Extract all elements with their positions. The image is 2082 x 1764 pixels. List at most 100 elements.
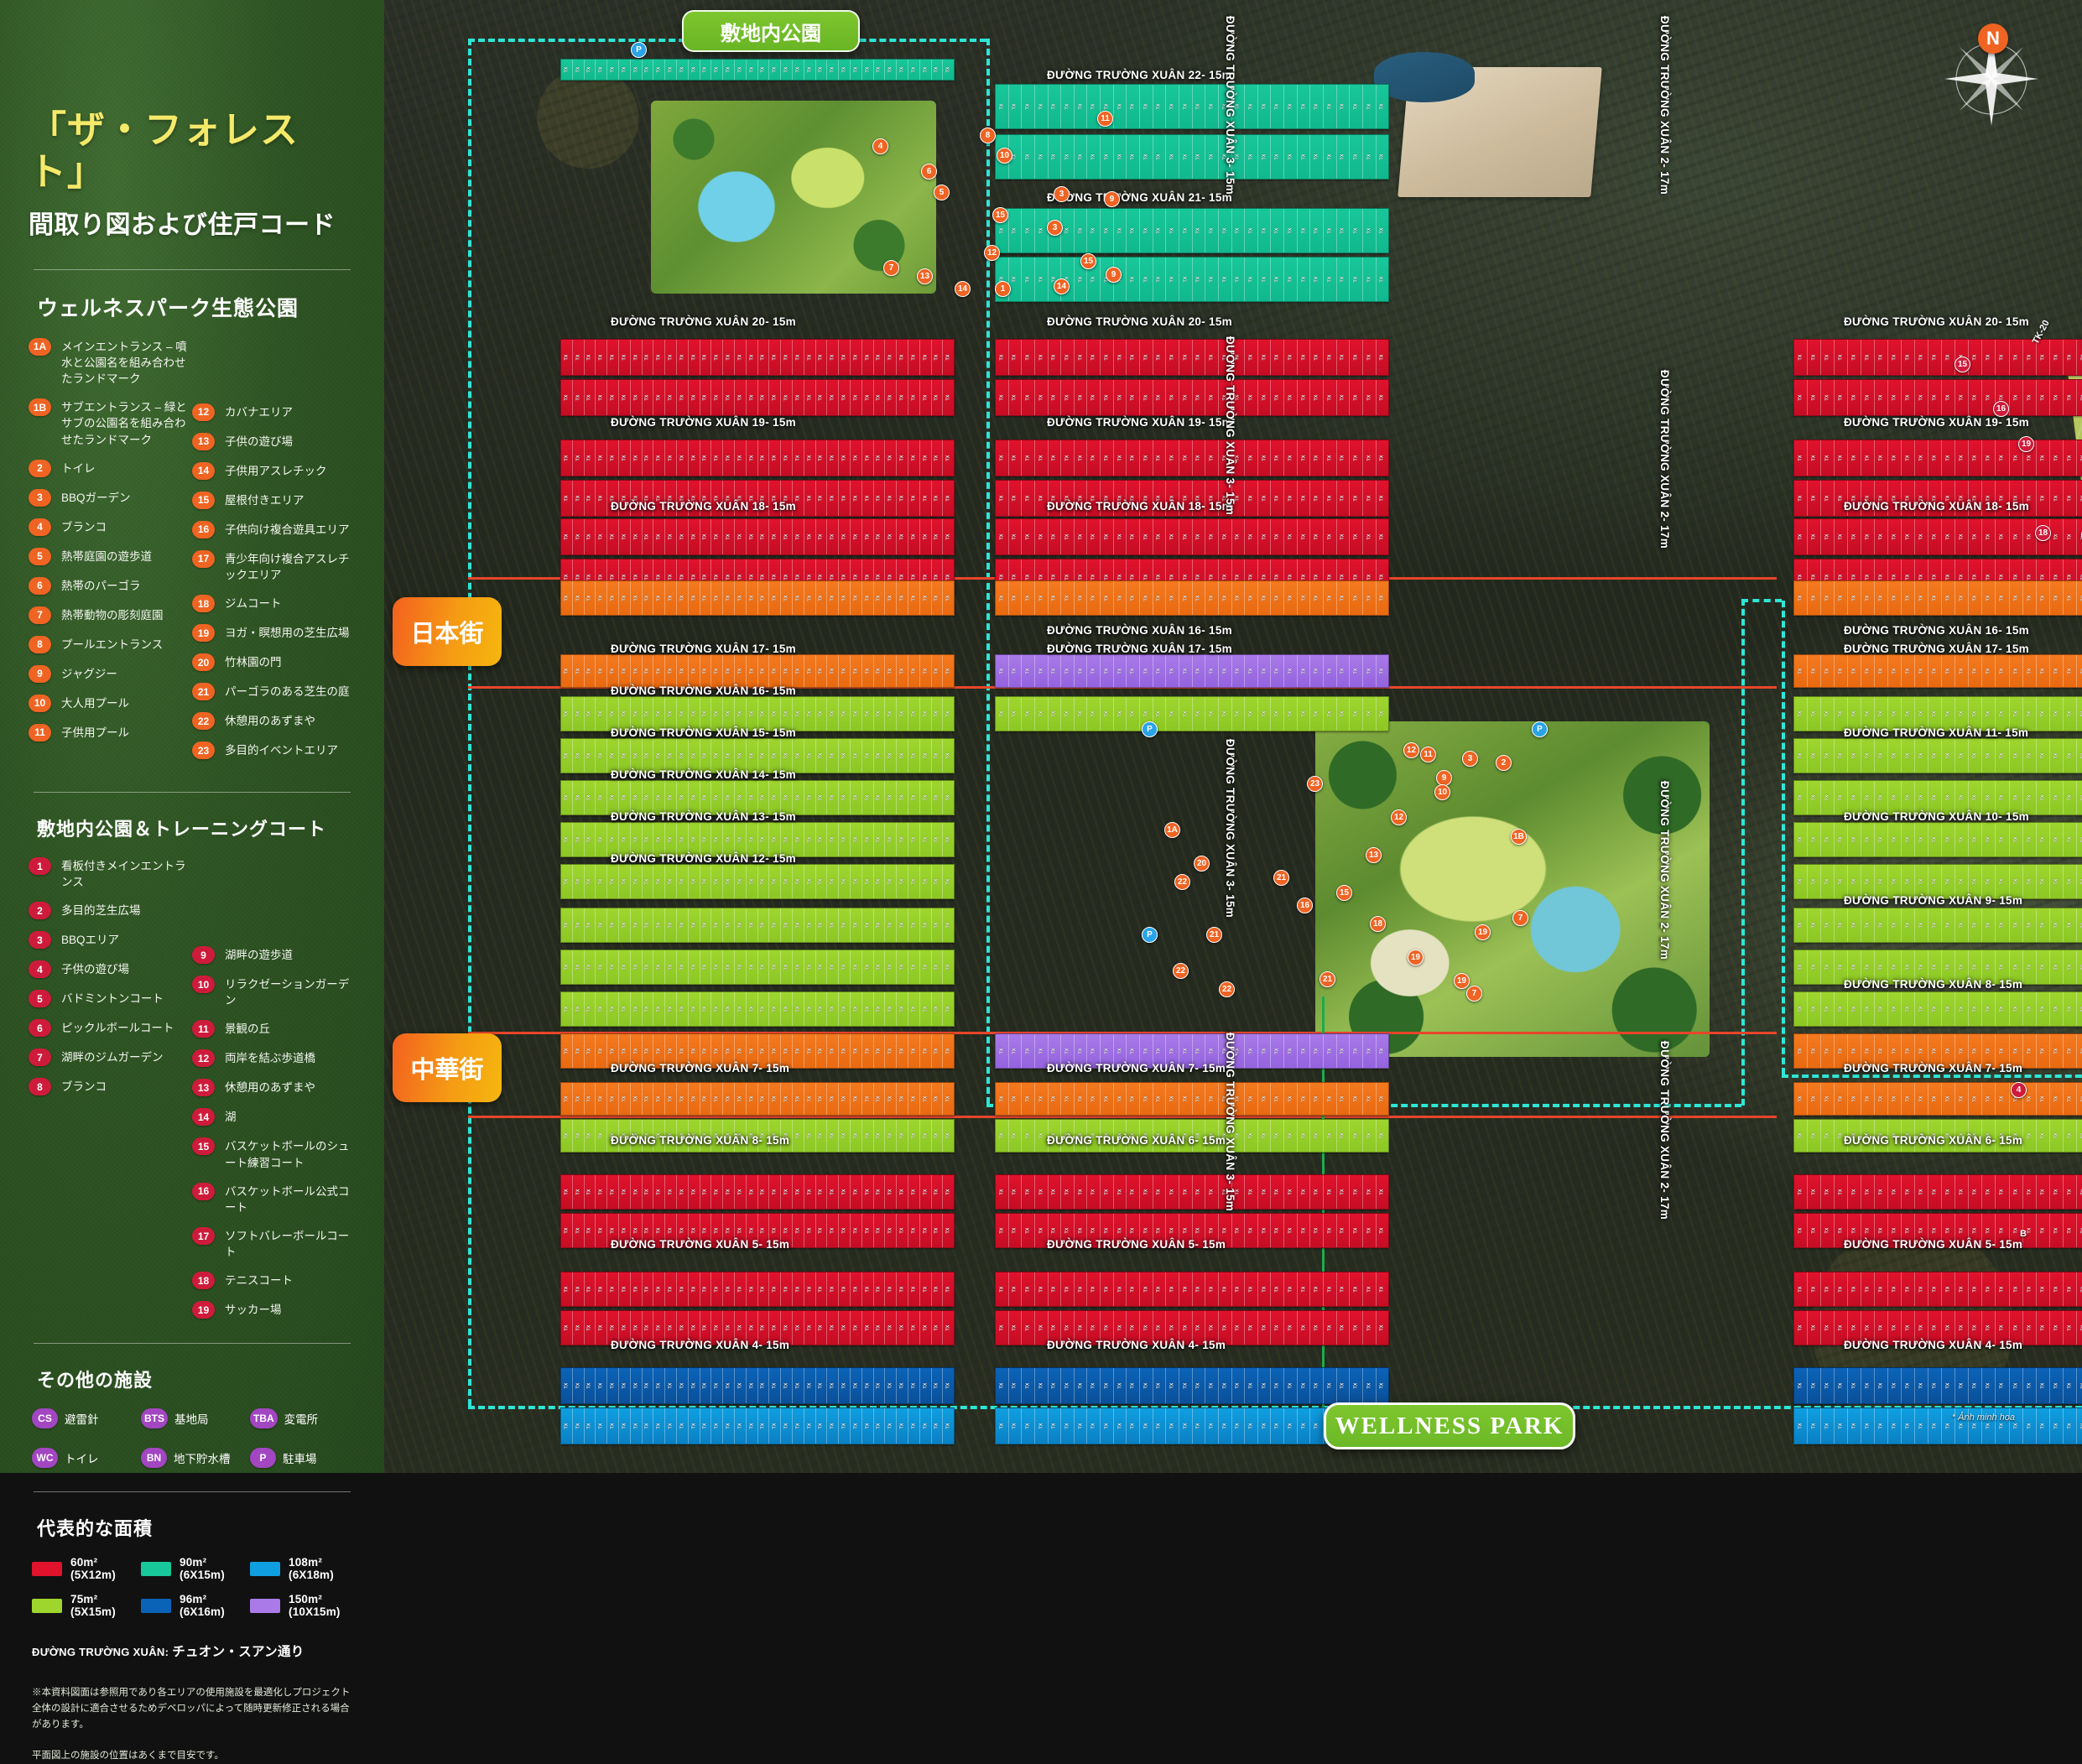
plot-cell[interactable]: TX [839, 559, 851, 595]
plot-cell[interactable]: TX [2064, 380, 2077, 415]
plot-cell[interactable]: TX [1022, 1083, 1035, 1115]
plot-cell[interactable]: TX [996, 1311, 1009, 1345]
plot-cell[interactable]: TX [1955, 1311, 1970, 1345]
plot-cell[interactable]: TX [2077, 1214, 2082, 1247]
amenity-marker[interactable]: 5 [934, 185, 950, 200]
amenity-marker[interactable]: 15 [1080, 253, 1096, 269]
plot-cell[interactable]: TX [723, 992, 735, 1026]
plot-cell[interactable]: TX [1835, 1408, 1849, 1444]
plot-cell[interactable]: TX [2050, 739, 2064, 773]
amenity-marker[interactable]: 15 [1954, 356, 1970, 372]
plot-cell[interactable]: TX [827, 1408, 840, 1444]
plot-cell[interactable]: TX [920, 697, 932, 731]
plot-cell[interactable]: TX [561, 655, 573, 687]
plot-cell[interactable]: TX [932, 581, 944, 615]
plot-cell[interactable]: TX [1808, 1214, 1822, 1247]
plot-cell[interactable]: TX [862, 1175, 874, 1209]
plot-cell[interactable]: TX [643, 519, 654, 554]
plot-cell[interactable]: TX [1140, 85, 1153, 128]
plot-cell[interactable]: TX [573, 908, 585, 942]
plot-cell[interactable]: TX [1035, 1034, 1049, 1068]
plot-cell[interactable]: TX [2023, 1368, 2037, 1403]
plot-cell[interactable]: TX [619, 1214, 631, 1247]
plot-cell[interactable]: TX [1982, 781, 1996, 814]
plot-cell[interactable]: TX [1835, 992, 1849, 1026]
plot-cell[interactable]: TX [1009, 1214, 1023, 1247]
plot-cell[interactable]: TX [781, 781, 793, 814]
plot-cell[interactable]: TX [1350, 85, 1363, 128]
plot-cell[interactable]: TX [631, 440, 643, 476]
plot-cell[interactable]: TX [1821, 1368, 1835, 1403]
plot-cell[interactable]: TX [943, 739, 954, 773]
plot-cell[interactable]: TX [585, 1311, 596, 1345]
plot-cell[interactable]: TX [897, 823, 908, 856]
plot-cell[interactable]: TX [1955, 1034, 1970, 1068]
plot-cell[interactable]: TX [1258, 481, 1272, 516]
plot-cell[interactable]: TX [908, 1083, 920, 1115]
plot-cell[interactable]: TX [996, 1408, 1009, 1444]
plot-cell[interactable]: TX [920, 992, 932, 1026]
plot-cell[interactable]: TX [1114, 1175, 1127, 1209]
plot-cell[interactable]: TX [1298, 1214, 1311, 1247]
plot-cell[interactable]: TX [1298, 1368, 1311, 1403]
plot-cell[interactable]: TX [932, 481, 944, 516]
plot-cell[interactable]: TX [1219, 135, 1232, 179]
plot-cell[interactable]: TX [653, 823, 666, 856]
plot-row[interactable]: TX TX TX TX TX TX TX TX TX TX TX TX TX TX TX TX TX TX TX TX… [1793, 654, 2082, 688]
plot-cell[interactable]: TX [758, 1034, 770, 1068]
plot-cell[interactable]: TX [561, 581, 573, 615]
plot-cell[interactable]: TX [1219, 1311, 1232, 1345]
plot-cell[interactable]: TX [932, 1214, 944, 1247]
plot-cell[interactable]: TX [573, 519, 585, 554]
plot-cell[interactable]: TX [1049, 1408, 1062, 1444]
plot-cell[interactable]: TX [653, 1083, 666, 1115]
plot-row[interactable]: TX TX TX TX TX TX TX TX TX TX TX TX TX TX TX TX TX TX TX TX… [1793, 908, 2082, 943]
plot-cell[interactable]: TX [1114, 340, 1127, 375]
plot-cell[interactable]: TX [1821, 908, 1835, 942]
plot-cell[interactable]: TX [1087, 1034, 1101, 1068]
plot-cell[interactable]: TX [2077, 865, 2082, 898]
plot-cell[interactable]: TX [793, 655, 804, 687]
plot-cell[interactable]: TX [851, 440, 862, 476]
plot-cell[interactable]: TX [1821, 519, 1835, 554]
amenity-marker[interactable]: 11 [1420, 747, 1436, 762]
plot-cell[interactable]: TX [1955, 559, 1970, 595]
plot-cell[interactable]: TX [1861, 1175, 1876, 1209]
plot-cell[interactable]: TX [839, 823, 851, 856]
plot-cell[interactable]: TX [816, 559, 828, 595]
plot-cell[interactable]: TX [1982, 908, 1996, 942]
plot-cell[interactable]: TX [607, 908, 619, 942]
plot-cell[interactable]: TX [1861, 908, 1876, 942]
plot-cell[interactable]: TX [920, 481, 932, 516]
plot-cell[interactable]: TX [804, 823, 816, 856]
site-map[interactable]: TX TX TX TX TX TX TX TX TX TX TX TX TX TX TX TX TX TX TX TX… [384, 0, 2082, 1473]
plot-cell[interactable]: TX [2050, 581, 2064, 615]
plot-cell[interactable]: TX [1009, 1034, 1023, 1068]
plot-cell[interactable]: TX [585, 739, 596, 773]
amenity-marker[interactable]: 22 [1219, 981, 1235, 997]
plot-cell[interactable]: TX [1153, 1311, 1167, 1345]
plot-cell[interactable]: TX [2050, 908, 2064, 942]
plot-cell[interactable]: TX [689, 908, 700, 942]
plot-row[interactable]: TX TX TX TX TX TX TX TX TX TX TX TX TX TX TX TX TX TX TX TX… [560, 1213, 955, 1248]
plot-cell[interactable]: TX [619, 481, 631, 516]
plot-cell[interactable]: TX [2010, 1368, 2023, 1403]
plot-cell[interactable]: TX [1982, 1368, 1996, 1403]
plot-cell[interactable]: TX [1245, 1272, 1258, 1306]
plot-cell[interactable]: TX [735, 823, 747, 856]
plot-cell[interactable]: TX [781, 655, 793, 687]
plot-cell[interactable]: TX [1861, 1311, 1876, 1345]
plot-cell[interactable]: TX [1153, 135, 1167, 179]
plot-cell[interactable]: TX [1179, 209, 1193, 252]
plot-cell[interactable]: TX [735, 697, 747, 731]
plot-cell[interactable]: TX [758, 380, 770, 415]
plot-cell[interactable]: TX [689, 481, 700, 516]
amenity-marker[interactable]: 19 [1475, 924, 1491, 940]
plot-cell[interactable]: TX [1794, 481, 1809, 516]
plot-cell[interactable]: TX [920, 1368, 932, 1403]
plot-cell[interactable]: TX [700, 655, 712, 687]
plot-cell[interactable]: TX [596, 697, 608, 731]
plot-cell[interactable]: TX [1166, 1175, 1179, 1209]
plot-cell[interactable]: TX [1350, 209, 1363, 252]
plot-cell[interactable]: TX [689, 865, 700, 898]
